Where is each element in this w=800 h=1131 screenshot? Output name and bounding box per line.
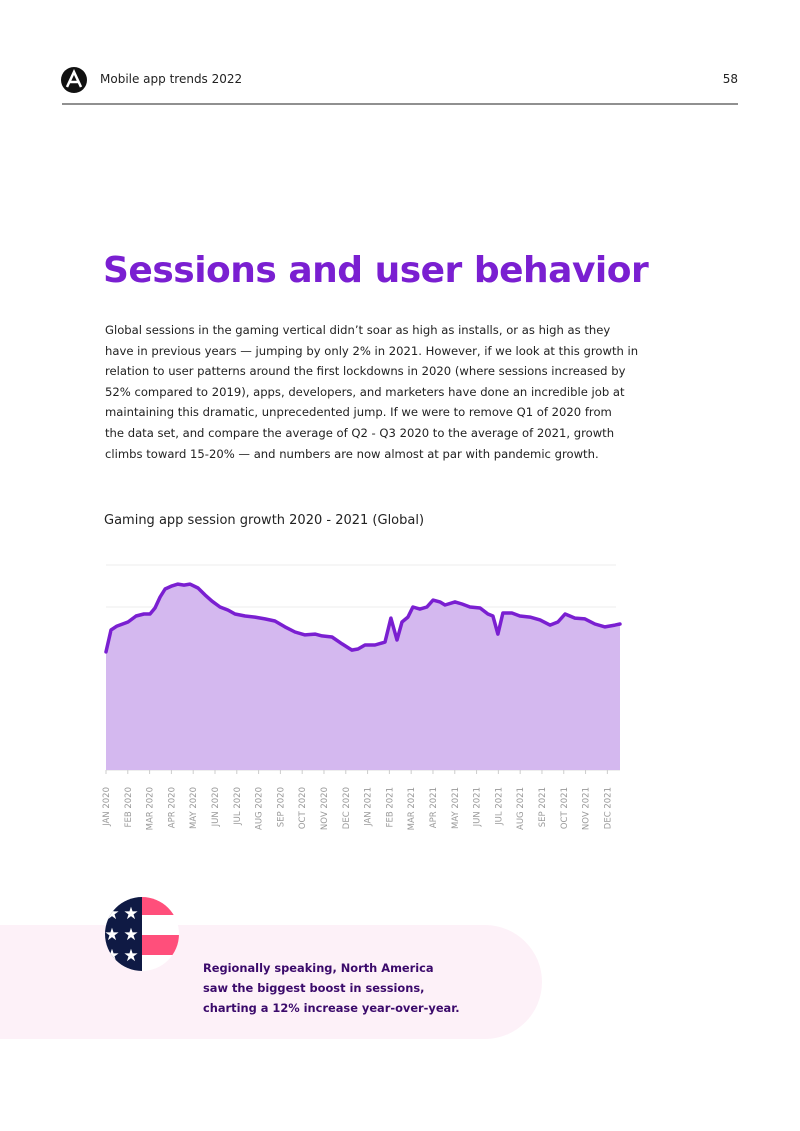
plot: JAN 2020 FEB 2020 MAR 2020 APR 2020 MAY 2020… (102, 582, 622, 830)
x-tick-label: DEC 2020 (342, 787, 352, 829)
callout-text: Regionally speaking, North America saw th… (203, 958, 460, 1018)
callout-line: charting a 12% increase year-over-year. (203, 1001, 460, 1015)
paragraph-line: climbs toward 15-20% — and numbers are n… (105, 446, 599, 461)
paragraph: Global sessions in the gaming vertical d… (105, 320, 638, 464)
flag-icon: ★★ ★★ ★★ (104, 897, 179, 971)
callout-line: Regionally speaking, North America (203, 961, 434, 975)
x-tick-label: FEB 2020 (124, 787, 134, 827)
x-tick-label: SEP 2021 (538, 787, 548, 827)
x-tick-label: AUG 2020 (255, 787, 265, 830)
page-number: 58 (722, 72, 738, 86)
x-tick-label: MAR 2020 (146, 787, 156, 830)
paragraph-line: Global sessions in the gaming vertical d… (105, 323, 611, 337)
header-title: Mobile app trends 2022 (100, 72, 243, 86)
paragraph-line: have in previous years — jumping by only… (105, 343, 639, 358)
x-tick-label: MAY 2020 (189, 787, 199, 829)
x-tick-label: JAN 2021 (364, 787, 374, 827)
x-tick-label: SEP 2020 (276, 787, 286, 827)
x-tick-label: JUN 2021 (473, 787, 483, 827)
logo-mark (65, 69, 83, 88)
svg-text:★: ★ (123, 904, 138, 924)
svg-text:★: ★ (123, 925, 138, 945)
x-tick-label: MAR 2021 (407, 787, 417, 830)
x-tick-label: OCT 2021 (560, 787, 570, 829)
chart-title: Gaming app session growth 2020 - 2021 (G… (104, 513, 425, 528)
paragraph-line: the data set, and compare the average of… (105, 425, 615, 440)
x-tick-label: NOV 2021 (582, 787, 592, 830)
paragraph-line: maintaining this dramatic, unprecedented… (105, 405, 612, 420)
svg-text:★: ★ (104, 904, 119, 924)
paragraph-line: 52% compared to 2019), apps, developers,… (105, 384, 625, 399)
area (106, 584, 620, 770)
x-tick-label: JUL 2020 (233, 787, 243, 826)
x-tick-label: FEB 2021 (385, 787, 395, 827)
paragraph-line: relation to user patterns around the fir… (105, 364, 626, 379)
x-tick-label: MAY 2021 (451, 787, 461, 829)
x-tick-label: JUN 2020 (211, 787, 221, 827)
line (104, 582, 622, 654)
x-tick-label: JAN 2020 (102, 787, 112, 827)
x-tick-label: AUG 2021 (516, 787, 526, 830)
x-tick-label: JUL 2021 (494, 787, 504, 826)
section-title: Sessions and user behavior (103, 250, 649, 291)
x-tick-label: OCT 2020 (298, 787, 308, 829)
x-tick-label: APR 2020 (167, 787, 177, 828)
callout-line: saw the biggest boost in sessions, (203, 981, 425, 995)
x-tick-label: DEC 2021 (603, 787, 613, 829)
svg-text:★: ★ (123, 946, 138, 966)
x-tick-label: NOV 2020 (320, 787, 330, 830)
svg-text:★: ★ (104, 925, 119, 945)
x-tick-label: APR 2021 (429, 787, 439, 828)
